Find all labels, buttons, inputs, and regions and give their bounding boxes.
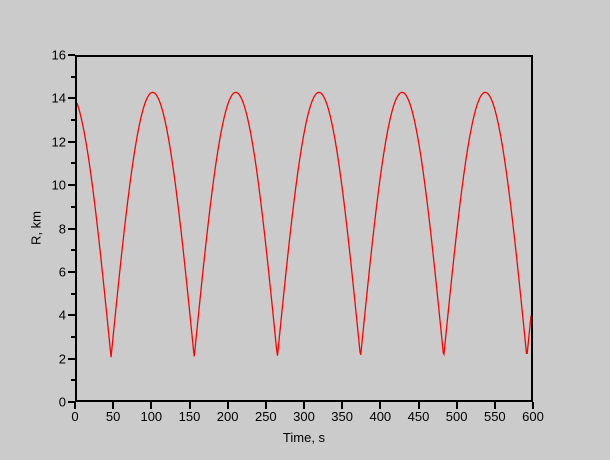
tick-mark — [71, 335, 75, 338]
tick-mark — [68, 270, 75, 273]
tick-mark — [303, 402, 305, 409]
x-tick-label: 500 — [445, 409, 468, 424]
y-tick-label: 0 — [58, 394, 66, 410]
x-tick-label: 350 — [331, 409, 354, 424]
tick-mark — [68, 54, 75, 56]
tick-mark — [417, 402, 420, 409]
tick-mark — [379, 402, 382, 409]
x-tick-label: 550 — [483, 409, 506, 424]
x-tick-label: 300 — [293, 409, 315, 424]
tick-mark — [71, 75, 75, 78]
tick-mark — [68, 314, 75, 317]
y-tick-label: 12 — [51, 134, 66, 150]
tick-mark — [68, 227, 75, 230]
tick-mark — [71, 162, 75, 165]
tick-mark — [71, 119, 75, 122]
y-tick-label: 6 — [58, 264, 66, 280]
tick-mark — [341, 402, 344, 409]
tick-mark — [71, 292, 75, 295]
tick-mark — [150, 402, 153, 409]
x-tick-label: 400 — [369, 409, 392, 424]
tick-mark — [455, 402, 458, 409]
y-axis-title: R, km — [28, 211, 44, 245]
tick-mark — [188, 402, 191, 409]
x-axis-title: Time, s — [282, 430, 326, 445]
y-tick-label: 14 — [51, 90, 66, 106]
y-tick-label: 10 — [51, 177, 66, 193]
y-tick-label: 2 — [58, 351, 66, 367]
x-tick-label: 100 — [140, 409, 163, 424]
r-curve-svg — [77, 91, 531, 358]
y-tick-label: 4 — [58, 307, 66, 323]
x-tick-label: 0 — [71, 409, 79, 424]
tick-mark — [71, 205, 75, 208]
x-tick-label: 450 — [407, 409, 430, 424]
x-tick-label: 200 — [216, 409, 239, 424]
tick-mark — [68, 401, 75, 403]
tick-mark — [112, 402, 115, 409]
y-tick-label: 8 — [58, 221, 66, 236]
tick-mark — [68, 97, 75, 100]
tick-mark — [264, 402, 267, 409]
tick-mark — [68, 357, 75, 360]
tick-mark — [68, 140, 75, 143]
tick-mark — [71, 249, 75, 252]
x-tick-label: 250 — [254, 409, 277, 424]
tick-mark — [74, 402, 76, 409]
plot-area — [75, 55, 533, 402]
x-tick-label: 150 — [178, 409, 201, 424]
tick-mark — [226, 402, 229, 409]
tick-mark — [68, 184, 75, 187]
tick-mark — [71, 379, 75, 382]
tick-mark — [493, 402, 496, 409]
r-curve — [77, 91, 531, 358]
x-tick-label: 50 — [105, 409, 121, 424]
x-tick-label: 600 — [522, 409, 544, 424]
tick-mark — [532, 402, 534, 409]
y-tick-label: 16 — [51, 47, 66, 63]
